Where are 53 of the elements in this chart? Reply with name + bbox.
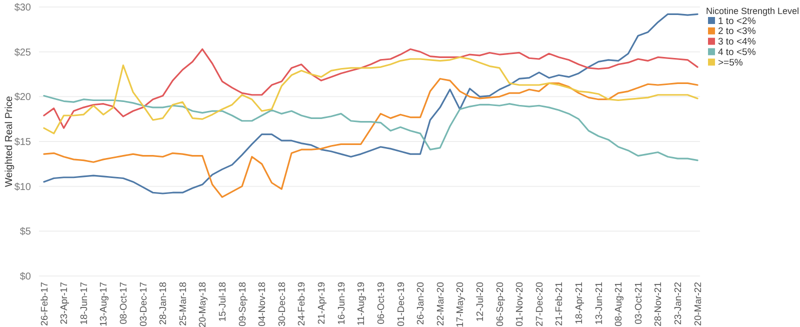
x-tick-label: 24-Feb-19: [296, 282, 308, 326]
legend-label: 2 to <3%: [718, 26, 756, 38]
x-tick-label: 09-Sep-18: [237, 282, 248, 326]
x-tick-label: 12-Jul-20: [474, 282, 486, 322]
x-tick-label: 13-Jun-21: [594, 282, 605, 325]
x-tick-label: 08-Oct-17: [118, 282, 130, 324]
x-tick-label: 20-Mar-22: [692, 282, 704, 326]
x-tick-label: 26-Feb-17: [39, 282, 50, 326]
x-tick-label: 01-Nov-20: [514, 282, 526, 326]
y-tick-label: $10: [14, 182, 32, 193]
x-tick-label: 11-Aug-19: [356, 282, 368, 326]
x-tick-label: 06-Sep-20: [494, 282, 506, 326]
line-series: [43, 48, 698, 129]
x-tick-label: 21-Apr-19: [316, 282, 328, 324]
legend-label: 1 to <2%: [718, 16, 756, 27]
x-tick-label: 18-Apr-21: [574, 282, 586, 324]
x-tick-label: 26-Jan-20: [416, 282, 427, 325]
x-tick-label: 17-May-20: [455, 282, 466, 327]
x-tick-label: 28-Nov-21: [653, 282, 664, 326]
x-tick-label: 25-Mar-18: [178, 282, 189, 326]
legend-label: 4 to <5%: [718, 47, 756, 58]
line-series: [43, 94, 698, 162]
x-tick-label: 23-Apr-17: [59, 282, 70, 324]
x-tick-label: 08-Aug-21: [614, 282, 625, 326]
y-tick-label: $30: [14, 2, 32, 14]
x-tick-label: 13-Aug-17: [98, 282, 110, 326]
x-tick-label: 16-Jun-19: [336, 282, 348, 325]
legend-label: >=5%: [718, 57, 744, 68]
x-tick-label: 06-Oct-19: [376, 282, 387, 324]
x-tick-label: 28-Jan-18: [158, 282, 170, 325]
line-series: [43, 56, 698, 134]
x-tick-label: 23-Jan-22: [673, 282, 684, 325]
x-tick-label: 18-Jun-17: [78, 282, 90, 325]
x-tick-label: 20-May-18: [198, 282, 209, 327]
y-tick-label: $5: [20, 226, 32, 238]
y-tick-label: $15: [14, 137, 32, 148]
line-series: [43, 78, 698, 198]
y-tick-label: $25: [14, 47, 32, 58]
x-tick-label: 03-Oct-21: [633, 282, 644, 324]
x-tick-label: 03-Dec-17: [138, 282, 150, 326]
x-tick-label: 30-Dec-18: [276, 282, 288, 326]
x-tick-label: 01-Dec-19: [396, 282, 407, 326]
x-tick-label: 21-Feb-21: [554, 282, 566, 326]
x-tick-label: 27-Dec-20: [534, 282, 546, 326]
x-tick-label: 22-Mar-20: [435, 282, 446, 326]
x-tick-label: 15-Jul-18: [218, 282, 229, 322]
legend-label: 3 to <4%: [718, 36, 756, 48]
y-tick-label: $0: [20, 272, 32, 282]
legend-title: Nicotine Strength Level: [706, 6, 800, 16]
x-tick-label: 04-Nov-18: [257, 282, 268, 326]
y-axis-title: Weighted Real Price: [4, 96, 15, 187]
y-tick-label: $20: [14, 92, 32, 104]
line-series: [43, 13, 698, 194]
